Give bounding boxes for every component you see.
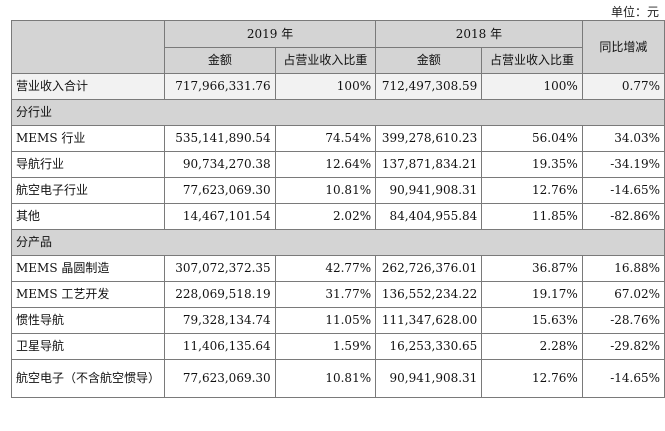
yoy-cell: -34.19% bbox=[581, 151, 665, 178]
header-year-2018: 2018 年 bbox=[375, 20, 583, 48]
row-label: MEMS 晶圆制造 bbox=[10, 255, 166, 282]
amount-2019-cell: 307,072,372.35 bbox=[164, 255, 276, 282]
row-label: 其他 bbox=[10, 203, 166, 230]
row-label: MEMS 行业 bbox=[10, 125, 166, 152]
share-2018-cell: 19.17% bbox=[481, 281, 583, 308]
amount-2019-cell: 77,623,069.30 bbox=[164, 177, 276, 204]
section-header-by-product: 分产品 bbox=[11, 229, 665, 256]
table-row: 惯性导航 79,328,134.74 11.05% 111,347,628.00… bbox=[10, 307, 665, 334]
share-2019-cell: 74.54% bbox=[274, 125, 377, 152]
header-yoy-change: 同比增减 bbox=[581, 20, 665, 74]
amount-2018-cell: 399,278,610.23 bbox=[375, 125, 483, 152]
share-2019-cell: 12.64% bbox=[274, 151, 377, 178]
header-corner-cell bbox=[10, 20, 166, 74]
amount-2019-cell: 90,734,270.38 bbox=[164, 151, 276, 178]
amount-2018-cell: 84,404,955.84 bbox=[375, 203, 483, 230]
revenue-table: 2019 年 2018 年 同比增减 金额 占营业收入比重 金额 占营业收入比重… bbox=[10, 20, 665, 398]
share-2018-cell: 19.35% bbox=[481, 151, 583, 178]
amount-2018-cell: 90,941,908.31 bbox=[375, 177, 483, 204]
table-row: 其他 14,467,101.54 2.02% 84,404,955.84 11.… bbox=[10, 203, 665, 230]
header-amount-2018: 金额 bbox=[375, 47, 483, 74]
amount-2018-cell: 16,253,330.65 bbox=[375, 333, 483, 360]
yoy-cell: -14.65% bbox=[581, 177, 665, 204]
table-row: MEMS 晶圆制造 307,072,372.35 42.77% 262,726,… bbox=[10, 255, 665, 282]
share-2018-cell: 12.76% bbox=[481, 359, 583, 398]
row-label: 导航行业 bbox=[10, 151, 166, 178]
amount-2019-cell: 535,141,890.54 bbox=[164, 125, 276, 152]
amount-2019-cell: 77,623,069.30 bbox=[164, 359, 276, 398]
amount-2019-cell: 228,069,518.19 bbox=[164, 281, 276, 308]
share-2018-cell: 100% bbox=[481, 73, 583, 100]
row-label: 惯性导航 bbox=[10, 307, 166, 334]
row-label: 营业收入合计 bbox=[10, 73, 166, 100]
section-title: 分行业 bbox=[11, 99, 665, 126]
amount-2019-cell: 79,328,134.74 bbox=[164, 307, 276, 334]
share-2019-cell: 100% bbox=[274, 73, 377, 100]
header-year-2019: 2019 年 bbox=[164, 20, 377, 48]
share-2018-cell: 11.85% bbox=[481, 203, 583, 230]
table-row: 航空电子（不含航空惯导） 77,623,069.30 10.81% 90,941… bbox=[10, 359, 665, 398]
amount-2019-cell: 14,467,101.54 bbox=[164, 203, 276, 230]
total-revenue-row: 营业收入合计 717,966,331.76 100% 712,497,308.5… bbox=[10, 73, 665, 100]
section-header-by-industry: 分行业 bbox=[11, 99, 665, 126]
header-amount-2019: 金额 bbox=[164, 47, 276, 74]
amount-2019-cell: 11,406,135.64 bbox=[164, 333, 276, 360]
share-2018-cell: 56.04% bbox=[481, 125, 583, 152]
row-label: 航空电子（不含航空惯导） bbox=[10, 359, 166, 398]
share-2019-cell: 1.59% bbox=[274, 333, 377, 360]
table-row: 卫星导航 11,406,135.64 1.59% 16,253,330.65 2… bbox=[10, 333, 665, 360]
section-title: 分产品 bbox=[11, 229, 665, 256]
yoy-cell: -29.82% bbox=[581, 333, 665, 360]
amount-2018-cell: 136,552,234.22 bbox=[375, 281, 483, 308]
amount-2018-cell: 90,941,908.31 bbox=[375, 359, 483, 398]
amount-2018-cell: 137,871,834.21 bbox=[375, 151, 483, 178]
share-2018-cell: 12.76% bbox=[481, 177, 583, 204]
row-label: 卫星导航 bbox=[10, 333, 166, 360]
share-2019-cell: 2.02% bbox=[274, 203, 377, 230]
table-row: 导航行业 90,734,270.38 12.64% 137,871,834.21… bbox=[10, 151, 665, 178]
share-2019-cell: 10.81% bbox=[274, 359, 377, 398]
yoy-cell: 0.77% bbox=[581, 73, 665, 100]
row-label: MEMS 工艺开发 bbox=[10, 281, 166, 308]
share-2019-cell: 10.81% bbox=[274, 177, 377, 204]
yoy-cell: -82.86% bbox=[581, 203, 665, 230]
yoy-cell: 67.02% bbox=[581, 281, 665, 308]
share-2019-cell: 11.05% bbox=[274, 307, 377, 334]
share-2018-cell: 15.63% bbox=[481, 307, 583, 334]
unit-label: 单位：元 bbox=[610, 5, 659, 19]
yoy-cell: -28.76% bbox=[581, 307, 665, 334]
amount-2018-cell: 111,347,628.00 bbox=[375, 307, 483, 334]
amount-2019-cell: 717,966,331.76 bbox=[164, 73, 276, 100]
yoy-cell: -14.65% bbox=[581, 359, 665, 398]
share-2019-cell: 42.77% bbox=[274, 255, 377, 282]
table-row: MEMS 行业 535,141,890.54 74.54% 399,278,61… bbox=[10, 125, 665, 152]
header-share-2018: 占营业收入比重 bbox=[481, 47, 583, 74]
table-row: MEMS 工艺开发 228,069,518.19 31.77% 136,552,… bbox=[10, 281, 665, 308]
yoy-cell: 16.88% bbox=[581, 255, 665, 282]
share-2019-cell: 31.77% bbox=[274, 281, 377, 308]
amount-2018-cell: 712,497,308.59 bbox=[375, 73, 483, 100]
header-row-metrics: 金额 占营业收入比重 金额 占营业收入比重 bbox=[12, 47, 665, 74]
yoy-cell: 34.03% bbox=[581, 125, 665, 152]
share-2018-cell: 36.87% bbox=[481, 255, 583, 282]
header-share-2019: 占营业收入比重 bbox=[274, 47, 377, 74]
table-row: 航空电子行业 77,623,069.30 10.81% 90,941,908.3… bbox=[10, 177, 665, 204]
row-label: 航空电子行业 bbox=[10, 177, 166, 204]
header-row-years: 2019 年 2018 年 同比增减 bbox=[10, 20, 665, 74]
share-2018-cell: 2.28% bbox=[481, 333, 583, 360]
amount-2018-cell: 262,726,376.01 bbox=[375, 255, 483, 282]
